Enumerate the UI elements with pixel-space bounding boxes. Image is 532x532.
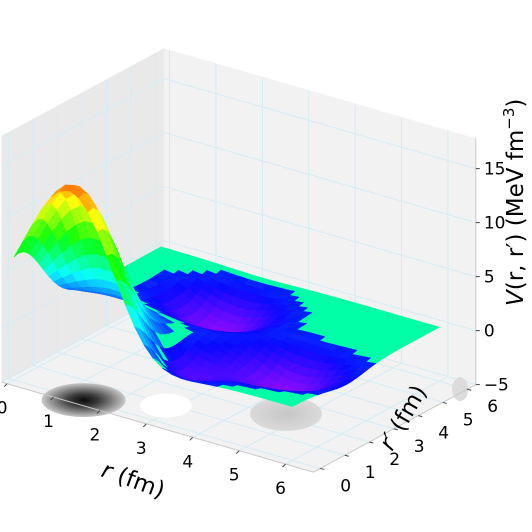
- z-axis-label-func: V: [503, 288, 529, 306]
- y-tick-mark: [393, 428, 398, 431]
- contour-main-peak: [41, 383, 126, 418]
- y-tick-mark: [369, 441, 374, 444]
- y-tick-mark: [418, 415, 423, 418]
- y-tick-label: 6: [487, 397, 498, 417]
- z-tick-label: 5: [484, 268, 495, 288]
- y-tick-mark: [467, 388, 472, 391]
- y-tick-label: 3: [414, 437, 425, 457]
- y-tick-label: 1: [365, 463, 376, 483]
- y-tick-mark: [344, 454, 349, 457]
- x-tick-mark: [282, 463, 286, 468]
- svg-text:V(r, r′) (MeV fm−3): V(r, r′) (MeV fm−3): [500, 99, 529, 306]
- y-axis-line: [313, 384, 477, 473]
- x-tick-label: 2: [90, 425, 101, 445]
- x-tick-mark: [3, 383, 8, 388]
- z-axis-label-close: ): [503, 99, 529, 108]
- y-tick-label: 0: [340, 476, 351, 496]
- z-tick-label: 0: [484, 322, 495, 342]
- contour-trough-right: [249, 396, 322, 431]
- svg-text:r (fm): r (fm): [98, 457, 168, 504]
- y-tick-mark: [442, 401, 447, 404]
- z-tick-label: 10: [484, 214, 506, 234]
- z-axis-label-exp: −3: [500, 108, 518, 130]
- x-tick-mark: [96, 410, 101, 414]
- floor-grid-rp-line: [57, 351, 370, 443]
- z-axis-label: V(r, r′) (MeV fm−3): [500, 99, 529, 306]
- x-tick-label: 3: [136, 439, 147, 459]
- contour-edge-shade: [452, 377, 469, 402]
- back-grid-z-line: [163, 132, 476, 224]
- x-tick-mark: [142, 423, 147, 428]
- x-tick-mark: [189, 436, 194, 441]
- left-grid-z-line: [1, 132, 165, 221]
- z-tick-label: 15: [484, 160, 506, 180]
- potential-surface: [13, 184, 441, 407]
- back-grid-z-line: [163, 186, 476, 278]
- floor-grid-r-line: [285, 376, 449, 465]
- y-tick-mark: [320, 467, 325, 470]
- x-tick-mark: [50, 396, 54, 401]
- x-axis-label-unit: (fm): [107, 460, 168, 504]
- floor-grid-r-line: [238, 362, 402, 452]
- surface-facet: [282, 401, 299, 407]
- z-axis-label-args: (r, r′): [503, 234, 529, 291]
- z-axis-label-unit: (MeV fm: [503, 130, 529, 234]
- x-tick-label: 0: [0, 399, 8, 419]
- x-tick-label: 1: [43, 412, 54, 432]
- z-tick-label: −5: [484, 376, 509, 396]
- contour-trough-light: [139, 393, 192, 418]
- y-tick-label: 2: [389, 450, 400, 470]
- back-grid-z-line: [163, 78, 476, 170]
- y-tick-label: 5: [463, 410, 474, 430]
- x-tick-mark: [235, 450, 240, 455]
- x-tick-label: 6: [275, 479, 286, 499]
- y-tick-label: 4: [438, 424, 449, 444]
- left-grid-z-line: [1, 78, 165, 167]
- x-tick-label: 5: [229, 466, 240, 486]
- x-tick-label: 4: [182, 452, 193, 472]
- back-grid-z-line: [163, 240, 476, 332]
- x-axis-label: r (fm): [98, 457, 168, 504]
